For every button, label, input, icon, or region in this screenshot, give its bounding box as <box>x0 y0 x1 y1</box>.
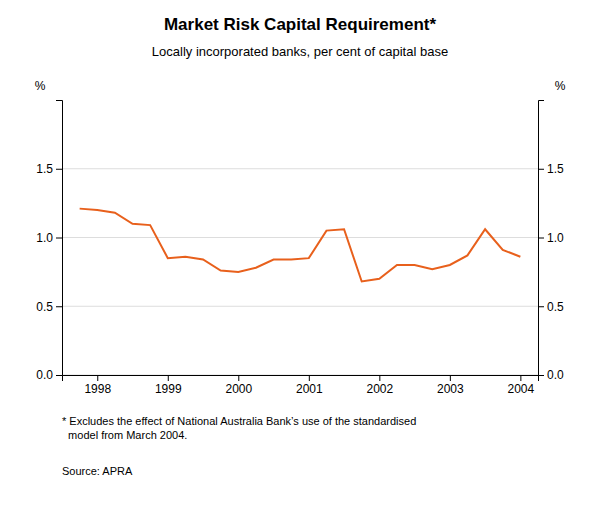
tick-mark <box>238 375 239 381</box>
tick-label: 0.0 <box>547 368 564 382</box>
grid <box>62 169 538 375</box>
y2-axis-label: % <box>555 79 566 93</box>
tick: 0.0 <box>538 368 564 382</box>
grid-line <box>62 237 538 238</box>
marks <box>80 209 521 282</box>
tick: 1998 <box>84 375 111 396</box>
tick-label: 1.5 <box>547 162 564 176</box>
tick: 0.5 <box>36 300 62 314</box>
tick: 1.0 <box>538 231 564 245</box>
tick-mark <box>97 375 98 381</box>
tick-label: 2003 <box>437 382 464 396</box>
tick-label: 2002 <box>366 382 393 396</box>
tick-label: 0.5 <box>36 300 53 314</box>
subtitle: Locally incorporated banks, per cent of … <box>152 44 448 59</box>
tick: 2001 <box>296 375 323 396</box>
tick-label: 1998 <box>84 382 111 396</box>
x-axis: 1998 1999 2000 2001 2002 2003 2004 <box>63 375 539 396</box>
tick-mark <box>56 375 62 376</box>
source: Source: APRA <box>62 465 133 477</box>
grid-line <box>62 168 538 169</box>
tick-mark <box>538 238 544 239</box>
tick-label: 2000 <box>225 382 252 396</box>
y2-axis-line <box>539 101 545 376</box>
tick-label: 0.5 <box>547 300 564 314</box>
title: Market Risk Capital Requirement* <box>164 15 436 34</box>
tick: 0.5 <box>538 300 564 314</box>
tick-mark <box>168 375 169 381</box>
tick: 2000 <box>225 375 252 396</box>
tick-mark <box>538 375 544 376</box>
y-axis-line <box>56 101 63 376</box>
tick-label: 0.0 <box>36 368 53 382</box>
tick-mark <box>520 375 521 381</box>
x-axis-line <box>63 376 539 382</box>
tick-mark <box>56 169 62 170</box>
footnote: * Excludes the effect of National Austra… <box>62 415 416 441</box>
line <box>80 209 521 282</box>
tick: 1999 <box>155 375 182 396</box>
tick: 2004 <box>508 375 535 396</box>
tick-label: 1.5 <box>36 162 53 176</box>
y2-axis: 0.0 0.5 1.0 1.5 <box>538 101 564 383</box>
plot-area: 1998 1999 2000 2001 2002 2003 2004 0.0 0.5 1.0 1.5… <box>35 79 566 396</box>
tick-mark <box>450 375 451 381</box>
tick-mark <box>538 306 544 307</box>
grid-line <box>62 306 538 307</box>
tick: 2002 <box>366 375 393 396</box>
tick-mark <box>538 169 544 170</box>
y-axis-label: % <box>35 79 46 93</box>
tick: 1.5 <box>36 162 62 176</box>
tick: 0.0 <box>36 368 62 382</box>
tick-mark <box>379 375 380 381</box>
tick: 2003 <box>437 375 464 396</box>
tick: 1.5 <box>538 162 564 176</box>
y-axis: 0.0 0.5 1.0 1.5 <box>36 101 62 383</box>
tick-label: 1.0 <box>36 231 53 245</box>
tick-mark <box>56 306 62 307</box>
tick-label: 1.0 <box>547 231 564 245</box>
chart: Market Risk Capital Requirement* Locally … <box>0 0 600 521</box>
tick-label: 1999 <box>155 382 182 396</box>
tick-label: 2001 <box>296 382 323 396</box>
tick-label: 2004 <box>508 382 535 396</box>
tick: 1.0 <box>36 231 62 245</box>
tick-mark <box>56 238 62 239</box>
tick-mark <box>309 375 310 381</box>
